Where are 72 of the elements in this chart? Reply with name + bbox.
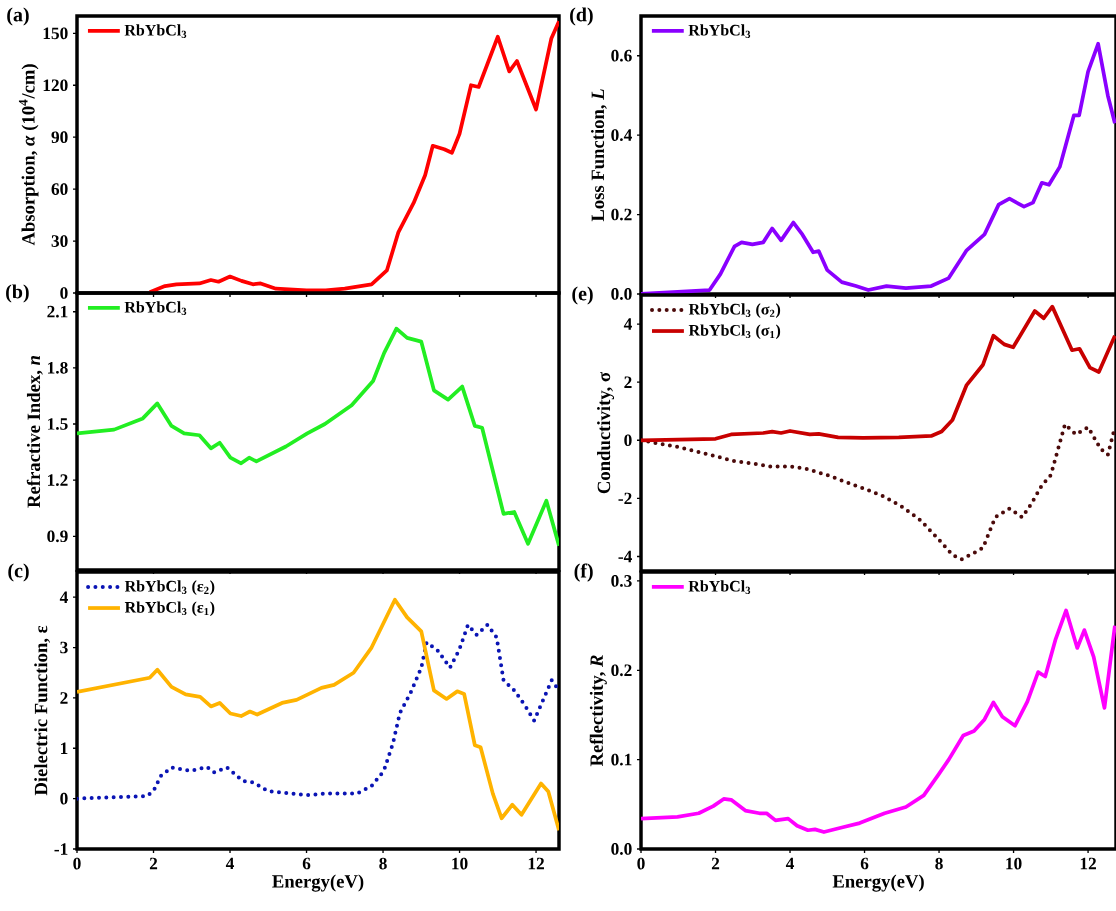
x-tick-label: 0 xyxy=(637,857,645,870)
y-tick-label: 0.9 xyxy=(47,530,68,543)
y-tick-label: 0.1 xyxy=(611,753,632,766)
y-tick-label: 1.8 xyxy=(48,361,68,374)
legend-label: RbYbCl$_{3}$ xyxy=(688,580,751,594)
chart-title: (e) xyxy=(572,286,593,305)
line-series xyxy=(641,41,1116,294)
y-tick-label: 1.2 xyxy=(48,474,68,487)
y-axis-title: Refractive Index, n xyxy=(26,355,43,508)
x-tick-label: 4 xyxy=(225,857,235,870)
y-tick-label: 0.0 xyxy=(611,843,632,855)
line-series xyxy=(77,622,560,801)
line-series xyxy=(77,597,560,833)
y-tick-label: 0.2 xyxy=(611,664,632,677)
y-tick-label: 0.0 xyxy=(611,288,632,300)
y-tick-label: 4 xyxy=(623,318,632,330)
y-tick-label: 1.5 xyxy=(48,418,68,430)
y-tick-label: 30 xyxy=(51,235,68,247)
y-tick-label: 2 xyxy=(60,692,68,704)
y-tick-label: 0 xyxy=(60,792,68,805)
legend-label: RbYbCl$_{3}$ (σ$_{2}$) xyxy=(688,303,781,318)
y-tick-label: 0 xyxy=(624,434,632,447)
y-axis-title: Conductivity, σ xyxy=(597,372,615,494)
y-tick-label: 0.4 xyxy=(611,129,632,142)
y-tick-label: 2.1 xyxy=(47,305,68,318)
line-series xyxy=(77,326,560,548)
y-tick-label: 90 xyxy=(51,131,68,144)
legend-label: RbYbCl$_{3}$ (ε$_{1}$) xyxy=(124,601,215,616)
x-tick-label: 4 xyxy=(785,857,795,870)
y-axis-title: Absorption, α (10$^{4}$/cm) xyxy=(18,64,39,246)
y-tick-label: 0.2 xyxy=(611,208,632,221)
y-tick-label: 1 xyxy=(61,742,68,754)
x-tick-label: 10 xyxy=(1006,857,1022,870)
x-tick-label: 0 xyxy=(73,857,81,870)
y-tick-label: 120 xyxy=(43,79,68,92)
y-tick-label: 2 xyxy=(624,376,632,388)
y-axis-title: Dielectric Function, ε xyxy=(34,625,51,796)
y-tick-label: 60 xyxy=(51,183,68,195)
x-axis-title: Energy(eV) xyxy=(832,874,924,892)
y-tick-label: 4 xyxy=(59,591,68,603)
chart-title: (b) xyxy=(6,284,29,303)
legend-label: RbYbCl$_{3}$ xyxy=(688,24,751,38)
y-tick-label: 0.6 xyxy=(611,49,632,62)
y-tick-label: -4 xyxy=(618,550,632,563)
x-tick-label: 6 xyxy=(302,857,311,870)
legend-label: RbYbCl$_{3}$ xyxy=(124,301,187,315)
chart-title: (f) xyxy=(574,563,593,582)
x-tick-label: 12 xyxy=(528,857,544,870)
y-tick-label: -1 xyxy=(54,843,68,855)
y-tick-label: 0.3 xyxy=(611,575,632,587)
x-tick-label: 2 xyxy=(149,857,158,870)
x-tick-label: 12 xyxy=(1080,857,1096,870)
x-axis-title: Energy(eV) xyxy=(272,874,364,892)
legend-label: RbYbCl$_{3}$ (σ$_{1}$) xyxy=(688,324,781,339)
chart-title: (a) xyxy=(7,7,29,26)
x-tick-label: 10 xyxy=(452,857,468,870)
legend-label: RbYbCl$_{3}$ xyxy=(124,24,187,38)
y-axis-title: Loss Function, L xyxy=(590,89,607,222)
x-tick-label: 8 xyxy=(379,857,387,870)
chart-title: (c) xyxy=(8,563,29,582)
y-tick-label: -2 xyxy=(618,492,632,505)
y-tick-label: 0 xyxy=(60,287,68,299)
x-tick-label: 2 xyxy=(711,857,720,870)
y-tick-label: 3 xyxy=(60,641,68,654)
y-axis-title: Reflectivity, R xyxy=(589,655,607,767)
chart-title: (d) xyxy=(570,7,593,26)
legend-label: RbYbCl$_{3}$ (ε$_{2}$) xyxy=(124,580,215,595)
line-series xyxy=(641,608,1116,834)
line-series xyxy=(641,304,1116,443)
x-tick-label: 6 xyxy=(860,857,869,870)
y-tick-label: 150 xyxy=(43,27,68,40)
x-tick-label: 8 xyxy=(935,857,943,870)
